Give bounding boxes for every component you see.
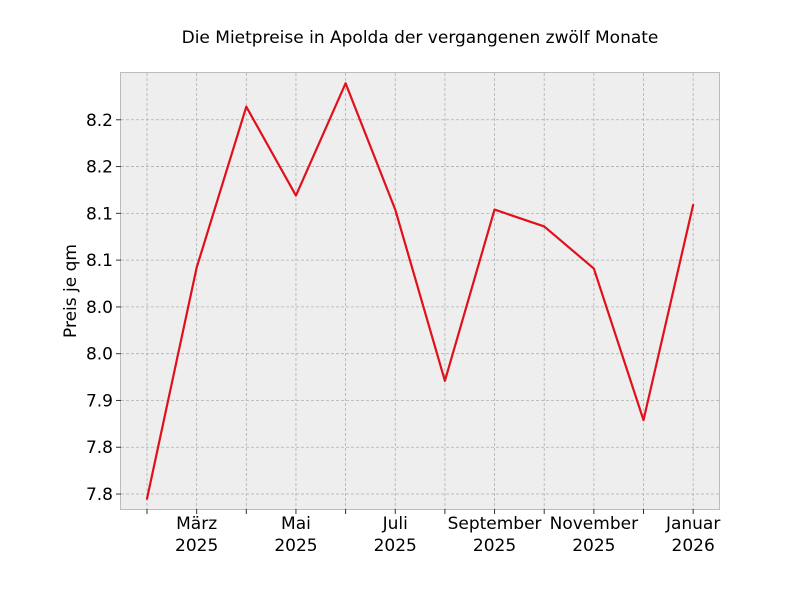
x-tick-label: Mai 2025 bbox=[274, 514, 317, 556]
y-tick-label: 8.2 bbox=[86, 111, 113, 131]
y-tick-label: 8.0 bbox=[86, 298, 113, 318]
y-tick-label: 8.2 bbox=[86, 158, 113, 178]
axis-ticks: 7.8 7.8 7.9 8.0 8.0 8.1 8.1 8.2 8.2 März 2025 Mai 20… bbox=[86, 111, 720, 556]
x-tick-label: November 2025 bbox=[550, 514, 638, 556]
y-axis-label: Preis je qm bbox=[61, 244, 81, 338]
series-line bbox=[145, 82, 695, 500]
y-tick-label: 7.8 bbox=[86, 438, 113, 458]
chart-title: Die Mietpreise in Apolda der vergangenen… bbox=[182, 28, 659, 48]
x-tick-label: Januar 2026 bbox=[665, 514, 720, 556]
y-tick-label: 7.8 bbox=[86, 485, 113, 505]
x-tick-label: März 2025 bbox=[175, 514, 218, 556]
y-tick-label: 8.1 bbox=[86, 251, 113, 271]
y-tick-label: 8.1 bbox=[86, 204, 113, 224]
y-tick-label: 8.0 bbox=[86, 345, 113, 365]
x-tick-label: September 2025 bbox=[448, 514, 542, 556]
grid bbox=[121, 73, 719, 509]
x-tick-label: Juli 2025 bbox=[374, 514, 417, 556]
series-layer bbox=[145, 82, 695, 500]
y-tick-label: 7.9 bbox=[86, 391, 113, 411]
plot-area bbox=[120, 72, 720, 510]
